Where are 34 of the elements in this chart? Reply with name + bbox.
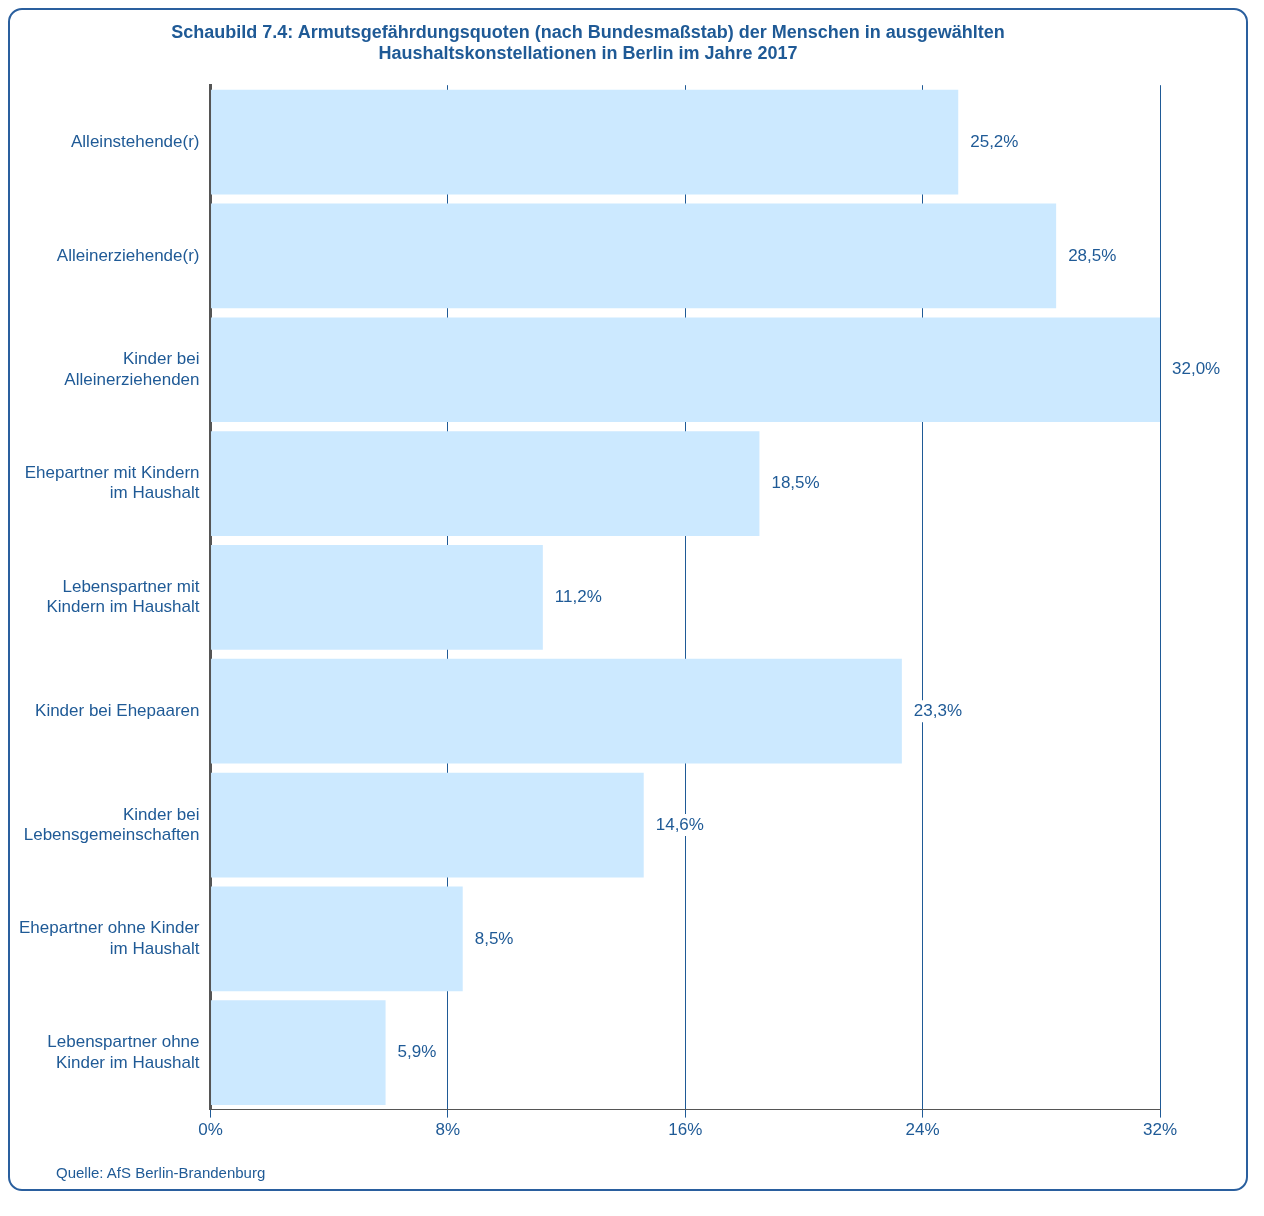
y-tick-label: Ehepartner mit Kindern im Haushalt: [24, 463, 200, 503]
y-tick-label: Ehepartner ohne Kinder im Haushalt: [18, 918, 200, 958]
x-tick-label: 32%: [1142, 1120, 1178, 1140]
data-label: 8,5%: [474, 928, 514, 948]
bar: [211, 886, 463, 992]
y-tick-label: Kinder bei Ehepaaren: [35, 700, 200, 720]
data-label: 5,9%: [397, 1042, 437, 1062]
bar: [211, 545, 543, 650]
x-tick-label: 16%: [668, 1120, 703, 1140]
bar: [211, 203, 1057, 309]
data-label: 18,5%: [771, 473, 820, 493]
y-tick-label: Alleinstehende(r): [71, 131, 200, 151]
x-tick-label: 0%: [198, 1120, 223, 1140]
y-tick-label: Kinder bei Lebensgemeinschaften: [23, 804, 200, 844]
x-tick-label: 24%: [905, 1120, 940, 1140]
bar: [211, 89, 959, 195]
bar: [211, 658, 902, 764]
data-label: 32,0%: [1172, 359, 1221, 379]
x-tick-label: 8%: [435, 1120, 461, 1140]
bar: [211, 1000, 386, 1106]
y-tick-label: Lebenspartner ohne Kinder im Haushalt: [47, 1032, 200, 1072]
y-tick-label: Alleinerziehende(r): [56, 245, 200, 265]
data-label: 11,2%: [554, 587, 602, 607]
chart-title: Schaubild 7.4: Armutsgefährdungsquoten (nach Bundesmaßstab) der Menschen in ausgewählten Haushaltskonstellationen in Berlin im Jahre 2017: [171, 21, 1005, 64]
bar: [211, 431, 760, 536]
bar: [211, 772, 644, 878]
source-note: Quelle: AfS Berlin-Brandenburg: [56, 1164, 267, 1181]
y-tick-label: Kinder bei Alleinerziehenden: [64, 349, 200, 389]
data-label: 28,5%: [1068, 245, 1117, 265]
data-label: 25,2%: [970, 131, 1019, 151]
y-tick-label: Lebenspartner mit Kindern im Haushalt: [46, 576, 200, 617]
bar: [211, 317, 1160, 423]
data-label: 14,6%: [655, 814, 704, 834]
data-label: 23,3%: [913, 700, 963, 720]
